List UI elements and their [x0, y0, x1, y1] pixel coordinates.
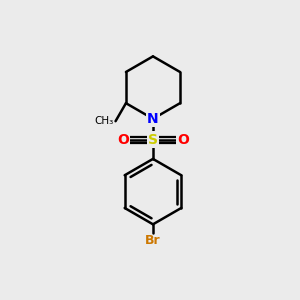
Text: CH₃: CH₃	[94, 116, 113, 126]
Text: O: O	[177, 133, 189, 147]
Text: S: S	[148, 133, 158, 147]
Text: N: N	[147, 112, 159, 126]
Text: O: O	[117, 133, 129, 147]
Text: Br: Br	[145, 234, 161, 247]
